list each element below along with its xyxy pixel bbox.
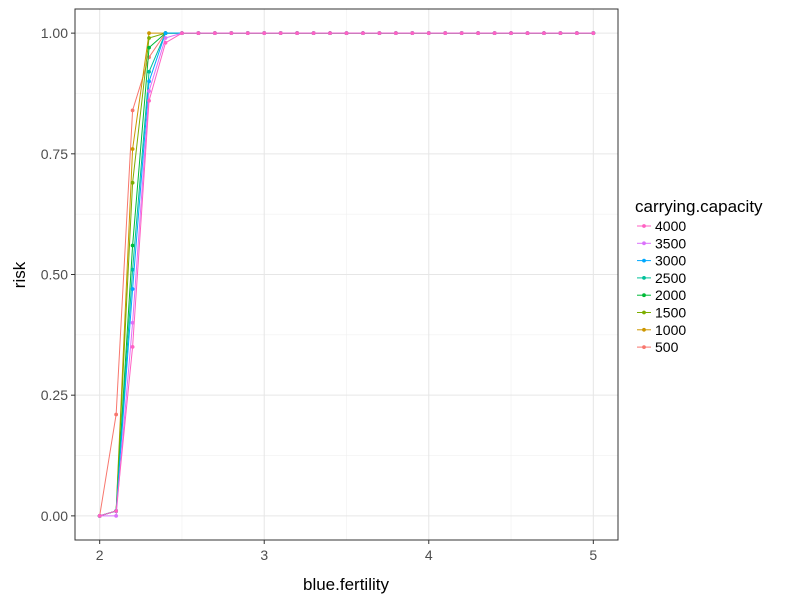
data-point bbox=[114, 509, 119, 513]
data-point bbox=[426, 31, 431, 36]
legend-label: 4000 bbox=[655, 218, 686, 234]
y-tick-label: 0.00 bbox=[41, 508, 68, 524]
data-point bbox=[196, 31, 201, 36]
data-point bbox=[311, 31, 316, 36]
data-point bbox=[130, 320, 135, 325]
data-point bbox=[229, 31, 234, 36]
data-point bbox=[163, 31, 168, 36]
data-point bbox=[147, 69, 151, 74]
series-4000 bbox=[97, 31, 596, 518]
data-point bbox=[147, 79, 151, 84]
data-point bbox=[361, 31, 365, 36]
data-point bbox=[245, 31, 250, 36]
legend-key-point bbox=[642, 345, 646, 349]
legend-key-point bbox=[642, 327, 646, 332]
legend-key-point bbox=[642, 310, 646, 315]
data-point bbox=[278, 31, 283, 36]
legend-key-point bbox=[642, 293, 646, 298]
legend-item-2500: 2500 bbox=[637, 270, 686, 286]
data-point bbox=[509, 31, 513, 36]
data-point bbox=[591, 31, 596, 36]
legend-item-3000: 3000 bbox=[637, 253, 686, 269]
data-point bbox=[130, 108, 135, 113]
data-point bbox=[558, 31, 563, 36]
y-tick-label: 0.75 bbox=[41, 146, 68, 162]
legend-item-3500: 3500 bbox=[637, 235, 686, 251]
data-point bbox=[114, 412, 119, 417]
data-point bbox=[212, 31, 217, 36]
series-layer bbox=[97, 31, 596, 518]
data-point bbox=[163, 36, 168, 40]
data-point bbox=[147, 45, 151, 50]
data-point bbox=[147, 36, 151, 40]
legend-title: carrying.capacity bbox=[635, 197, 763, 216]
data-point bbox=[295, 31, 300, 36]
legend-label: 2000 bbox=[655, 287, 686, 303]
data-point bbox=[180, 31, 184, 36]
y-tick-label: 1.00 bbox=[41, 25, 68, 41]
data-point bbox=[377, 31, 382, 36]
legend-label: 1000 bbox=[655, 322, 686, 338]
legend-key-point bbox=[642, 224, 646, 228]
legend-label: 2500 bbox=[655, 270, 686, 286]
data-point bbox=[147, 31, 151, 36]
data-point bbox=[130, 243, 135, 248]
data-point bbox=[476, 31, 481, 36]
x-axis-ticks: 2 3 4 5 bbox=[96, 540, 597, 563]
data-point bbox=[344, 31, 349, 36]
x-tick-label: 2 bbox=[96, 547, 104, 563]
data-point bbox=[393, 31, 398, 36]
legend-item-1500: 1500 bbox=[637, 305, 686, 321]
x-tick-label: 3 bbox=[260, 547, 268, 563]
data-point bbox=[130, 180, 135, 185]
data-point bbox=[130, 345, 135, 349]
x-tick-label: 5 bbox=[589, 547, 597, 563]
data-point bbox=[542, 31, 546, 36]
data-point bbox=[459, 31, 464, 36]
data-point bbox=[262, 31, 267, 36]
y-tick-label: 0.25 bbox=[41, 387, 68, 403]
data-point bbox=[97, 513, 102, 518]
legend-label: 500 bbox=[655, 339, 679, 355]
legend-label: 3000 bbox=[655, 253, 686, 269]
y-axis-title: risk bbox=[10, 261, 29, 288]
legend-item-4000: 4000 bbox=[637, 218, 686, 234]
legend-key-point bbox=[642, 258, 646, 263]
x-axis-title: blue.fertility bbox=[303, 575, 389, 594]
data-point bbox=[525, 31, 530, 36]
data-point bbox=[163, 40, 168, 45]
data-point bbox=[130, 267, 135, 272]
data-point bbox=[328, 31, 332, 36]
data-point bbox=[147, 89, 151, 93]
legend-key-point bbox=[642, 276, 646, 280]
legend-key-point bbox=[642, 241, 646, 246]
y-tick-label: 0.50 bbox=[41, 267, 68, 283]
data-point bbox=[410, 31, 415, 36]
data-point bbox=[443, 31, 448, 36]
legend-item-500: 500 bbox=[637, 339, 679, 355]
data-point bbox=[492, 31, 497, 36]
legend-item-2000: 2000 bbox=[637, 287, 686, 303]
legend-label: 1500 bbox=[655, 305, 686, 321]
data-point bbox=[130, 287, 135, 291]
x-tick-label: 4 bbox=[425, 547, 433, 563]
data-point bbox=[574, 31, 579, 36]
data-point bbox=[147, 98, 151, 103]
legend-item-1000: 1000 bbox=[637, 322, 686, 338]
y-axis-ticks: 0.00 0.25 0.50 0.75 1.00 bbox=[41, 25, 75, 524]
data-point bbox=[130, 147, 135, 151]
data-point bbox=[114, 513, 119, 518]
legend-label: 3500 bbox=[655, 235, 686, 251]
